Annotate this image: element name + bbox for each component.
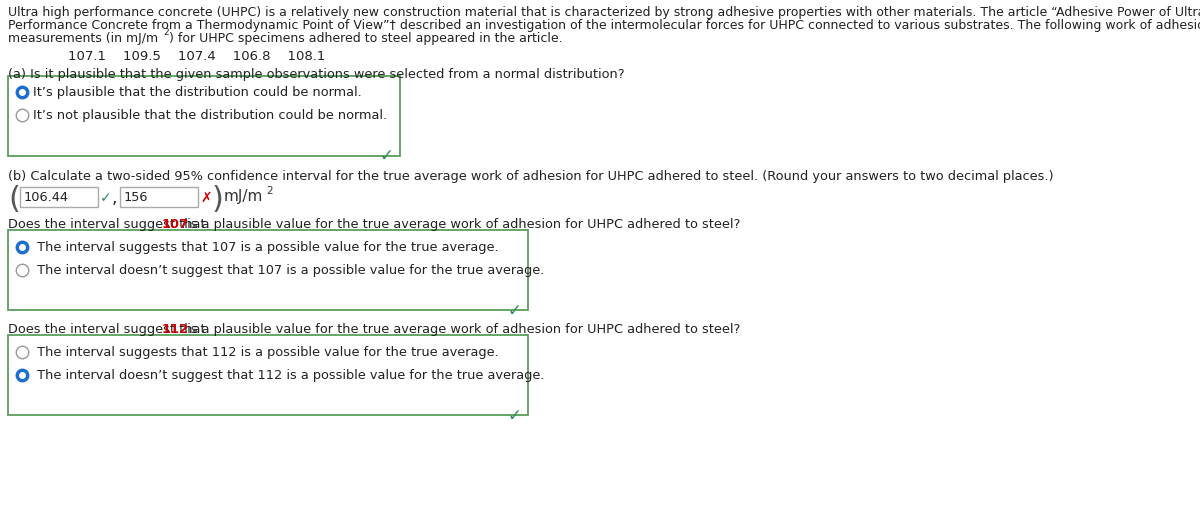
Text: ): ) xyxy=(212,185,224,214)
Text: ✓: ✓ xyxy=(508,407,522,425)
Text: The interval suggests that 107 is a possible value for the true average.: The interval suggests that 107 is a poss… xyxy=(34,241,499,254)
Text: (: ( xyxy=(8,185,20,214)
Text: ) for UHPC specimens adhered to steel appeared in the article.: ) for UHPC specimens adhered to steel ap… xyxy=(169,32,563,45)
Text: mJ/m: mJ/m xyxy=(224,189,263,204)
Text: ✓: ✓ xyxy=(100,191,112,205)
Text: 2: 2 xyxy=(163,28,169,37)
Text: ✓: ✓ xyxy=(508,302,522,320)
FancyBboxPatch shape xyxy=(8,76,400,156)
Text: It’s plausible that the distribution could be normal.: It’s plausible that the distribution cou… xyxy=(34,86,361,99)
Text: (b) Calculate a two-sided 95% confidence interval for the true average work of a: (b) Calculate a two-sided 95% confidence… xyxy=(8,170,1054,183)
FancyBboxPatch shape xyxy=(120,187,198,207)
FancyBboxPatch shape xyxy=(20,187,98,207)
Text: Does the interval suggest that: Does the interval suggest that xyxy=(8,218,210,231)
Text: ✓: ✓ xyxy=(380,147,394,165)
Text: 106.44: 106.44 xyxy=(24,191,70,204)
Text: Ultra high performance concrete (UHPC) is a relatively new construction material: Ultra high performance concrete (UHPC) i… xyxy=(8,6,1200,19)
Text: Does the interval suggest that: Does the interval suggest that xyxy=(8,323,210,336)
Text: ,: , xyxy=(112,189,118,207)
FancyBboxPatch shape xyxy=(8,335,528,415)
Text: The interval doesn’t suggest that 112 is a possible value for the true average.: The interval doesn’t suggest that 112 is… xyxy=(34,369,545,382)
Text: The interval doesn’t suggest that 107 is a possible value for the true average.: The interval doesn’t suggest that 107 is… xyxy=(34,264,545,277)
Text: 156: 156 xyxy=(124,191,149,204)
Text: It’s not plausible that the distribution could be normal.: It’s not plausible that the distribution… xyxy=(34,109,388,122)
Text: ✗: ✗ xyxy=(200,191,211,205)
Text: 112: 112 xyxy=(162,323,190,336)
Text: is a plausible value for the true average work of adhesion for UHPC adhered to s: is a plausible value for the true averag… xyxy=(182,323,740,336)
FancyBboxPatch shape xyxy=(8,230,528,310)
Text: 2: 2 xyxy=(266,186,272,196)
Text: The interval suggests that 112 is a possible value for the true average.: The interval suggests that 112 is a poss… xyxy=(34,346,499,359)
Text: is a plausible value for the true average work of adhesion for UHPC adhered to s: is a plausible value for the true averag… xyxy=(182,218,740,231)
Text: 107: 107 xyxy=(162,218,190,231)
Text: 107.1    109.5    107.4    106.8    108.1: 107.1 109.5 107.4 106.8 108.1 xyxy=(68,50,325,63)
Text: Performance Concrete from a Thermodynamic Point of View”† described an investiga: Performance Concrete from a Thermodynami… xyxy=(8,19,1200,32)
Text: measurements (in mJ/m: measurements (in mJ/m xyxy=(8,32,158,45)
Text: (a) Is it plausible that the given sample observations were selected from a norm: (a) Is it plausible that the given sampl… xyxy=(8,68,625,81)
